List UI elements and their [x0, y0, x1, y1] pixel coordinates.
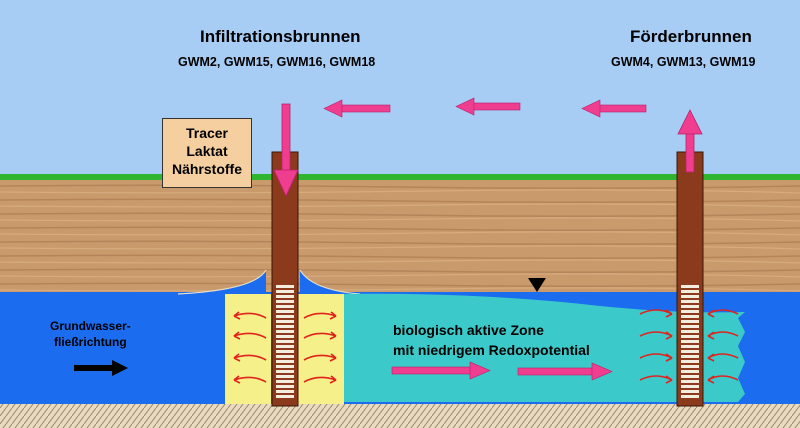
groundwater-flow-arrow: [74, 360, 128, 376]
active-zone-label: biologisch aktive Zone mit niedrigem Red…: [393, 320, 590, 360]
zone-flow-arrow: [391, 361, 491, 380]
recirculation-arrow: [455, 97, 521, 116]
infiltration-mound: [178, 270, 360, 294]
production-well-screen: [681, 284, 699, 400]
infiltration-well-screen: [276, 284, 294, 400]
zone-flow-arrow: [517, 362, 613, 381]
active-zone: [330, 293, 745, 402]
production-title: Förderbrunnen: [630, 27, 752, 46]
active-zone-line2: mit niedrigem Redoxpotential: [393, 342, 590, 358]
infiltration-mound-outline: [177, 269, 361, 295]
groundwater-flow-line2: fließrichtung: [54, 335, 127, 349]
sky: [0, 0, 800, 178]
active-zone-line1: biologisch aktive Zone: [393, 322, 544, 338]
infiltration-zone-left: [225, 294, 271, 404]
grass-line: [0, 174, 800, 180]
lactate-label: Laktat: [186, 143, 228, 159]
infiltration-title: Infiltrationsbrunnen: [200, 27, 361, 46]
recirculation-arrow: [581, 99, 647, 118]
nutrients-label: Nährstoffe: [171, 161, 242, 177]
infiltration-zone-right: [298, 294, 344, 404]
water-table-marker: [528, 278, 546, 292]
injection-arrow: [273, 103, 299, 197]
aquifer-bottom: [0, 404, 800, 428]
recirculation-arrow: [323, 99, 391, 118]
extraction-arrow: [677, 109, 703, 173]
tracer-box: Tracer Laktat Nährstoffe: [162, 118, 252, 188]
groundwater-flow-label: Grundwasser- fließrichtung: [50, 318, 131, 350]
soil-layer: [0, 180, 800, 292]
production-wells: GWM4, GWM13, GWM19: [611, 55, 756, 69]
production-inflow-arrows: [639, 309, 739, 384]
infiltration-wells: GWM2, GWM15, GWM16, GWM18: [178, 55, 376, 69]
tracer-label: Tracer: [185, 125, 229, 141]
infiltration-outflow-arrows: [233, 311, 337, 384]
groundwater-flow-line1: Grundwasser-: [50, 319, 131, 333]
